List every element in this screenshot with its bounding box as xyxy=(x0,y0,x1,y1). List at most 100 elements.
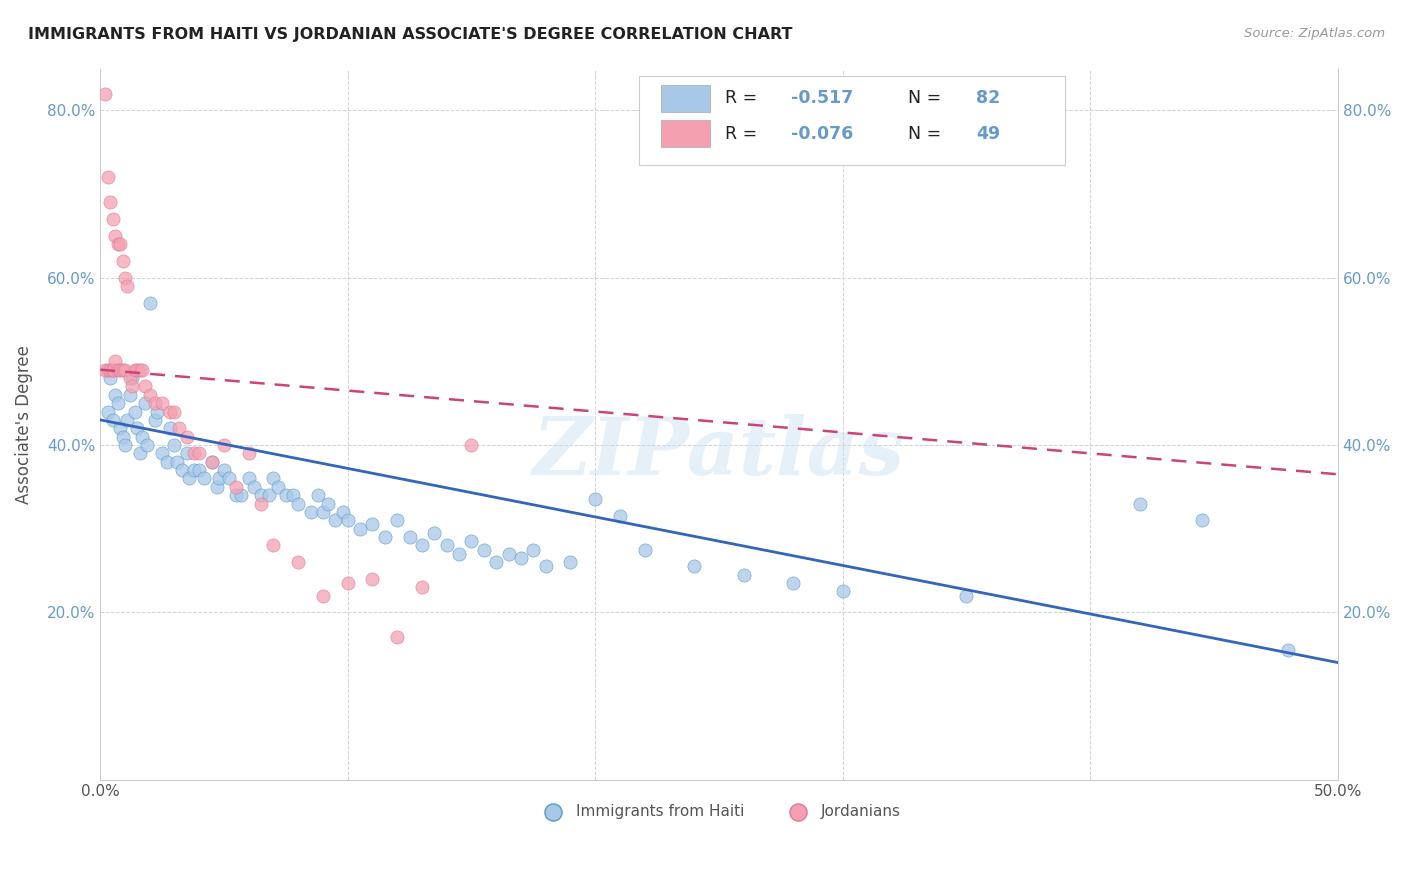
Point xyxy=(336,576,359,591)
Point xyxy=(139,295,162,310)
Point xyxy=(107,237,129,252)
Point xyxy=(183,463,205,477)
Text: IMMIGRANTS FROM HAITI VS JORDANIAN ASSOCIATE'S DEGREE CORRELATION CHART: IMMIGRANTS FROM HAITI VS JORDANIAN ASSOC… xyxy=(28,27,793,42)
Point xyxy=(104,388,127,402)
Point xyxy=(128,446,150,460)
Point xyxy=(97,170,120,185)
Point xyxy=(139,388,162,402)
Point xyxy=(101,212,124,227)
Point xyxy=(188,446,211,460)
Text: ZIPatlas: ZIPatlas xyxy=(533,414,905,491)
Point xyxy=(242,480,264,494)
Point xyxy=(114,362,136,376)
Point xyxy=(176,446,198,460)
Text: 49: 49 xyxy=(976,125,1001,143)
Point xyxy=(387,513,409,527)
Point xyxy=(683,559,706,574)
Point xyxy=(472,542,495,557)
Point xyxy=(460,534,482,549)
Point xyxy=(150,446,173,460)
Point xyxy=(179,471,201,485)
Point xyxy=(411,538,433,552)
Point xyxy=(1129,497,1152,511)
Point xyxy=(316,497,339,511)
Point xyxy=(127,362,149,376)
FancyBboxPatch shape xyxy=(638,76,1066,164)
Point xyxy=(108,362,131,376)
Point xyxy=(111,362,134,376)
Point xyxy=(111,429,134,443)
Point xyxy=(225,488,247,502)
Point xyxy=(436,538,458,552)
Point xyxy=(176,429,198,443)
Point xyxy=(485,555,508,569)
Point xyxy=(831,584,853,599)
Text: R =: R = xyxy=(725,89,763,107)
Point xyxy=(267,480,290,494)
Point xyxy=(423,525,446,540)
Point xyxy=(128,362,150,376)
Point xyxy=(534,559,557,574)
Point xyxy=(188,463,211,477)
Point xyxy=(782,576,804,591)
Point xyxy=(104,354,127,368)
Point xyxy=(257,488,280,502)
Point xyxy=(634,542,657,557)
Point xyxy=(312,589,335,603)
Point xyxy=(107,396,129,410)
Point xyxy=(283,488,305,502)
Point xyxy=(238,471,260,485)
Point xyxy=(117,279,139,293)
Point xyxy=(336,513,359,527)
Text: N =: N = xyxy=(908,125,948,143)
Point xyxy=(108,421,131,435)
Point xyxy=(146,404,169,418)
Point xyxy=(361,572,384,586)
Point xyxy=(127,421,149,435)
Point xyxy=(733,567,755,582)
Point xyxy=(94,362,117,376)
Point xyxy=(156,455,179,469)
Point xyxy=(349,522,371,536)
Point xyxy=(361,517,384,532)
Text: R =: R = xyxy=(725,125,763,143)
Point xyxy=(98,362,121,376)
Bar xyxy=(661,120,710,147)
Point xyxy=(609,509,631,524)
Point xyxy=(263,538,285,552)
Point xyxy=(460,438,482,452)
Point xyxy=(159,421,181,435)
Point xyxy=(1277,643,1299,657)
Point xyxy=(118,388,141,402)
Point xyxy=(134,396,156,410)
Point xyxy=(325,513,347,527)
Point xyxy=(163,404,186,418)
Point xyxy=(124,362,146,376)
Point xyxy=(201,455,224,469)
Point xyxy=(97,362,120,376)
Point xyxy=(111,254,134,268)
Text: Source: ZipAtlas.com: Source: ZipAtlas.com xyxy=(1244,27,1385,40)
Point xyxy=(510,550,533,565)
Point xyxy=(387,631,409,645)
Point xyxy=(1191,513,1213,527)
Point xyxy=(411,580,433,594)
Point xyxy=(274,488,297,502)
Point xyxy=(955,589,977,603)
Point xyxy=(332,505,354,519)
Point xyxy=(104,228,127,243)
Point xyxy=(287,555,309,569)
Y-axis label: Associate's Degree: Associate's Degree xyxy=(15,344,32,503)
Point xyxy=(101,362,124,376)
Point xyxy=(287,497,309,511)
Point xyxy=(124,404,146,418)
Point xyxy=(183,446,205,460)
Point xyxy=(131,429,153,443)
Point xyxy=(398,530,420,544)
Point xyxy=(170,463,193,477)
Point xyxy=(150,396,173,410)
Point xyxy=(134,379,156,393)
Point xyxy=(143,396,166,410)
Point xyxy=(374,530,396,544)
Point xyxy=(169,421,191,435)
